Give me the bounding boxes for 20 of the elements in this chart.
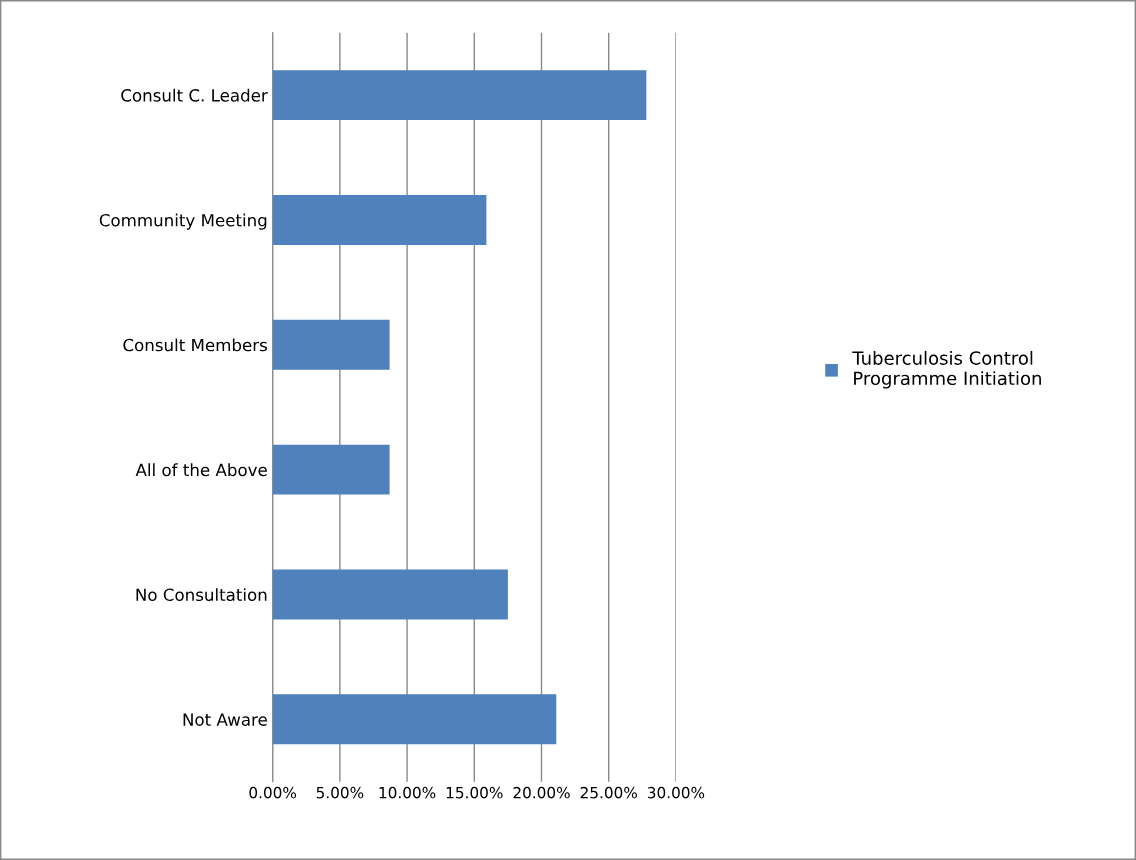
bar xyxy=(272,319,390,370)
x-tick-label: 30.00% xyxy=(647,786,705,799)
x-tick-label: 20.00% xyxy=(513,786,570,799)
bar xyxy=(272,694,557,745)
y-tick-label: No Consultation xyxy=(136,588,267,602)
x-tick-label: 25.00% xyxy=(580,786,637,799)
y-tick-label: Not Aware xyxy=(183,713,267,726)
bar xyxy=(272,444,390,495)
y-tick-label: Consult Members xyxy=(123,338,267,352)
bar xyxy=(272,569,508,620)
y-tick-label: All of the Above xyxy=(135,463,267,477)
x-tick-label: 0.00% xyxy=(249,786,297,799)
y-tick-label: Consult C. Leader xyxy=(121,88,268,102)
y-tick-label: Community Meeting xyxy=(99,213,267,230)
x-tick-label: 15.00% xyxy=(446,786,503,799)
bar xyxy=(272,70,647,121)
legend-label: Tuberculosis Control Programme Initiation xyxy=(852,350,1041,389)
x-tick-label: 5.00% xyxy=(316,786,364,799)
bar xyxy=(272,194,487,245)
x-tick-label: 10.00% xyxy=(379,786,436,799)
